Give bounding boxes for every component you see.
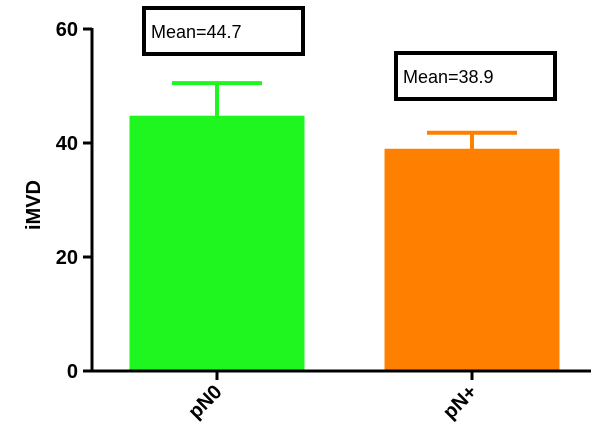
bar-pn0 [129, 115, 305, 372]
category-label-pn0: pN0 [184, 381, 226, 423]
y-tick-label-40: 40 [56, 133, 78, 155]
annotation-text-pnplus: Mean=38.9 [403, 67, 494, 87]
y-tick-label-60: 60 [56, 19, 78, 41]
category-label-pnplus: pN+ [439, 381, 482, 424]
annotation-box-pn0 [142, 6, 305, 56]
bar-pnplus [384, 148, 560, 372]
plot-area: 0 20 40 60 pN0 Mean=44.7 pN+ Mean=38.9 [56, 6, 591, 424]
annotation-box-pnplus [394, 51, 557, 101]
annotation-text-pn0: Mean=44.7 [151, 22, 242, 42]
y-axis-title: iMVD [23, 180, 45, 230]
y-tick-label-20: 20 [56, 247, 78, 269]
y-tick-label-0: 0 [67, 361, 78, 383]
